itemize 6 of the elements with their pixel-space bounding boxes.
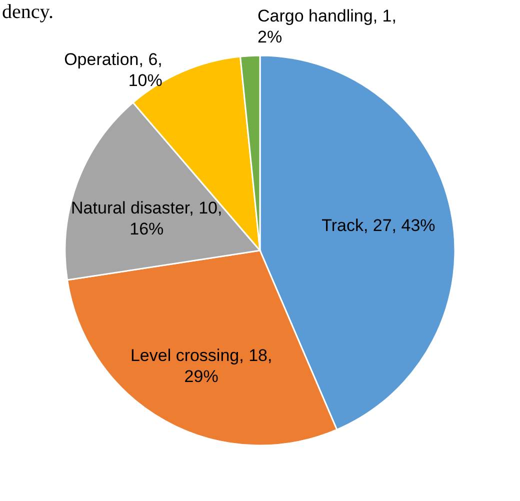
- slice-label: Natural disaster, 10, 16%: [71, 198, 222, 239]
- slice-label: Cargo handling, 1, 2%: [258, 6, 396, 46]
- slice-label: Level crossing, 18, 29%: [130, 346, 272, 386]
- text: dency.: [2, 1, 54, 23]
- slice-label: Operation, 6, 10%: [64, 50, 162, 90]
- slice-label: Track, 27, 43%: [322, 216, 436, 236]
